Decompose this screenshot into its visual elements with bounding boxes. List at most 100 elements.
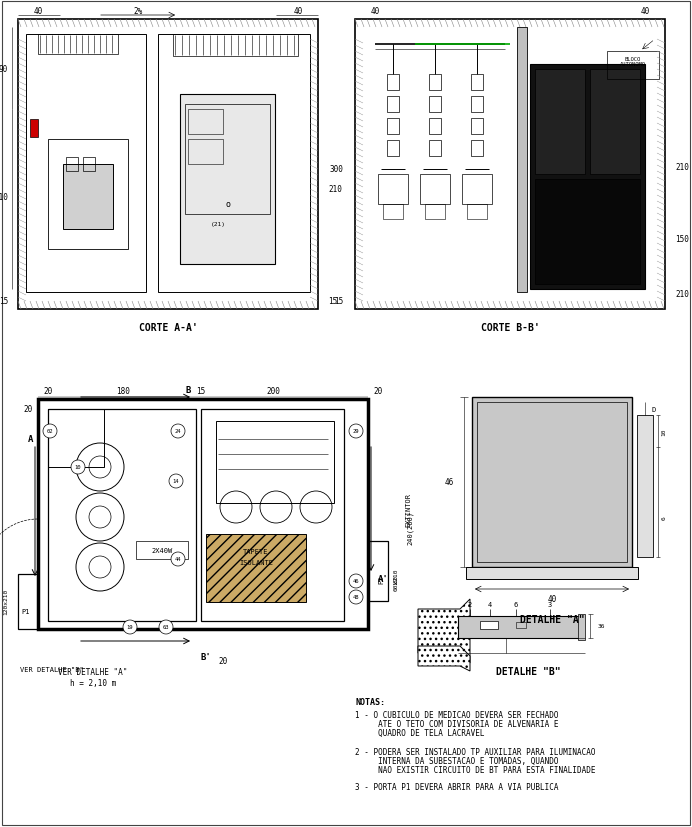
Bar: [420, 174, 450, 205]
Bar: [48, 409, 104, 467]
Polygon shape: [418, 600, 470, 663]
Text: 46: 46: [353, 579, 359, 584]
Polygon shape: [418, 646, 470, 672]
Circle shape: [43, 424, 57, 438]
Bar: [429, 141, 441, 157]
Text: 63: 63: [163, 624, 170, 629]
Text: DETALHE "A": DETALHE "A": [520, 614, 584, 624]
Text: EXTINTOR: EXTINTOR: [405, 492, 411, 526]
Text: (21): (21): [210, 222, 226, 227]
Text: D: D: [652, 407, 656, 413]
Text: VER DETALHE "A": VER DETALHE "A": [58, 667, 128, 676]
Bar: [18, 20, 318, 309]
Text: 3 - PORTA P1 DEVERA ABRIR PARA A VIA PUBLICA: 3 - PORTA P1 DEVERA ABRIR PARA A VIA PUB…: [355, 782, 558, 791]
Text: CORTE A-A': CORTE A-A': [138, 323, 197, 332]
Text: B': B': [201, 653, 211, 662]
Text: 29: 29: [353, 429, 359, 434]
Text: 48: 48: [353, 595, 359, 600]
Bar: [516, 622, 526, 629]
Text: 15: 15: [334, 297, 343, 306]
Text: A: A: [28, 435, 34, 444]
Circle shape: [171, 552, 185, 566]
Bar: [355, 20, 665, 309]
Text: TAPETE: TAPETE: [244, 548, 268, 554]
Text: 2 - PODERA SER INSTALADO TP AUXILIAR PARA ILUMINACAO: 2 - PODERA SER INSTALADO TP AUXILIAR PAR…: [355, 747, 596, 756]
Text: QUADRO DE TELA LACRAVEL: QUADRO DE TELA LACRAVEL: [355, 728, 484, 737]
Bar: [48, 140, 128, 250]
Bar: [429, 119, 441, 135]
Bar: [471, 141, 483, 157]
Bar: [387, 119, 399, 135]
Bar: [462, 174, 492, 205]
Bar: [472, 398, 632, 567]
Text: NAO EXISTIR CIRCUITO DE BT PARA ESTA FINALIDADE: NAO EXISTIR CIRCUITO DE BT PARA ESTA FIN…: [355, 765, 596, 774]
Text: 240(260): 240(260): [407, 510, 413, 544]
Text: 40: 40: [293, 7, 302, 17]
Bar: [216, 422, 334, 504]
Text: 210: 210: [0, 194, 8, 203]
Text: 15: 15: [0, 297, 8, 306]
Text: 14: 14: [173, 479, 179, 484]
Bar: [180, 95, 275, 265]
Bar: [477, 403, 627, 562]
Bar: [471, 119, 483, 135]
Text: 4: 4: [488, 601, 492, 607]
Text: NOTAS:: NOTAS:: [355, 697, 385, 706]
Bar: [383, 205, 403, 220]
Bar: [48, 409, 196, 621]
Text: 20: 20: [219, 657, 228, 666]
Text: 15: 15: [328, 297, 337, 306]
Bar: [66, 158, 78, 172]
Bar: [517, 28, 527, 293]
Text: P1: P1: [21, 609, 30, 614]
Bar: [387, 97, 399, 112]
Text: 20: 20: [374, 387, 383, 396]
Text: 6: 6: [662, 515, 666, 519]
Circle shape: [349, 574, 363, 588]
Bar: [30, 120, 38, 138]
Bar: [637, 415, 653, 557]
Bar: [425, 205, 445, 220]
Text: 40: 40: [640, 7, 650, 17]
Bar: [480, 621, 498, 629]
Text: 02: 02: [47, 429, 53, 434]
Bar: [63, 165, 113, 230]
Bar: [136, 542, 188, 559]
Text: 40: 40: [547, 595, 556, 604]
Circle shape: [349, 590, 363, 605]
Bar: [535, 179, 640, 284]
Text: 60x210: 60x210: [394, 568, 399, 590]
Text: 2: 2: [468, 601, 472, 607]
Text: 210: 210: [675, 290, 689, 299]
Text: 20: 20: [24, 405, 33, 414]
Text: 300: 300: [329, 165, 343, 174]
Circle shape: [71, 461, 85, 475]
Text: 6: 6: [514, 601, 518, 607]
Bar: [458, 616, 583, 638]
Text: B: B: [185, 386, 191, 395]
Text: 15: 15: [197, 387, 206, 396]
Bar: [535, 70, 585, 174]
Text: o: o: [226, 200, 230, 209]
Text: 20: 20: [44, 387, 53, 396]
Text: 180: 180: [393, 575, 398, 584]
Bar: [188, 110, 223, 135]
Text: 2X40W: 2X40W: [152, 547, 172, 553]
Bar: [368, 542, 388, 601]
Bar: [158, 35, 310, 293]
Bar: [83, 158, 95, 172]
Bar: [530, 65, 645, 289]
Text: 10: 10: [75, 465, 81, 470]
Text: h = 2,10 m: h = 2,10 m: [70, 679, 116, 688]
Text: 120x210: 120x210: [3, 588, 8, 614]
Bar: [429, 75, 441, 91]
Bar: [387, 141, 399, 157]
Bar: [467, 205, 487, 220]
Text: 1 - O CUBICULO DE MEDICAO DEVERA SER FECHADO: 1 - O CUBICULO DE MEDICAO DEVERA SER FEC…: [355, 710, 558, 719]
Text: 210: 210: [328, 185, 342, 194]
Text: DETALHE "B": DETALHE "B": [495, 667, 561, 676]
Text: 36: 36: [598, 624, 606, 629]
Bar: [38, 399, 368, 629]
Bar: [590, 70, 640, 174]
Bar: [38, 35, 118, 55]
